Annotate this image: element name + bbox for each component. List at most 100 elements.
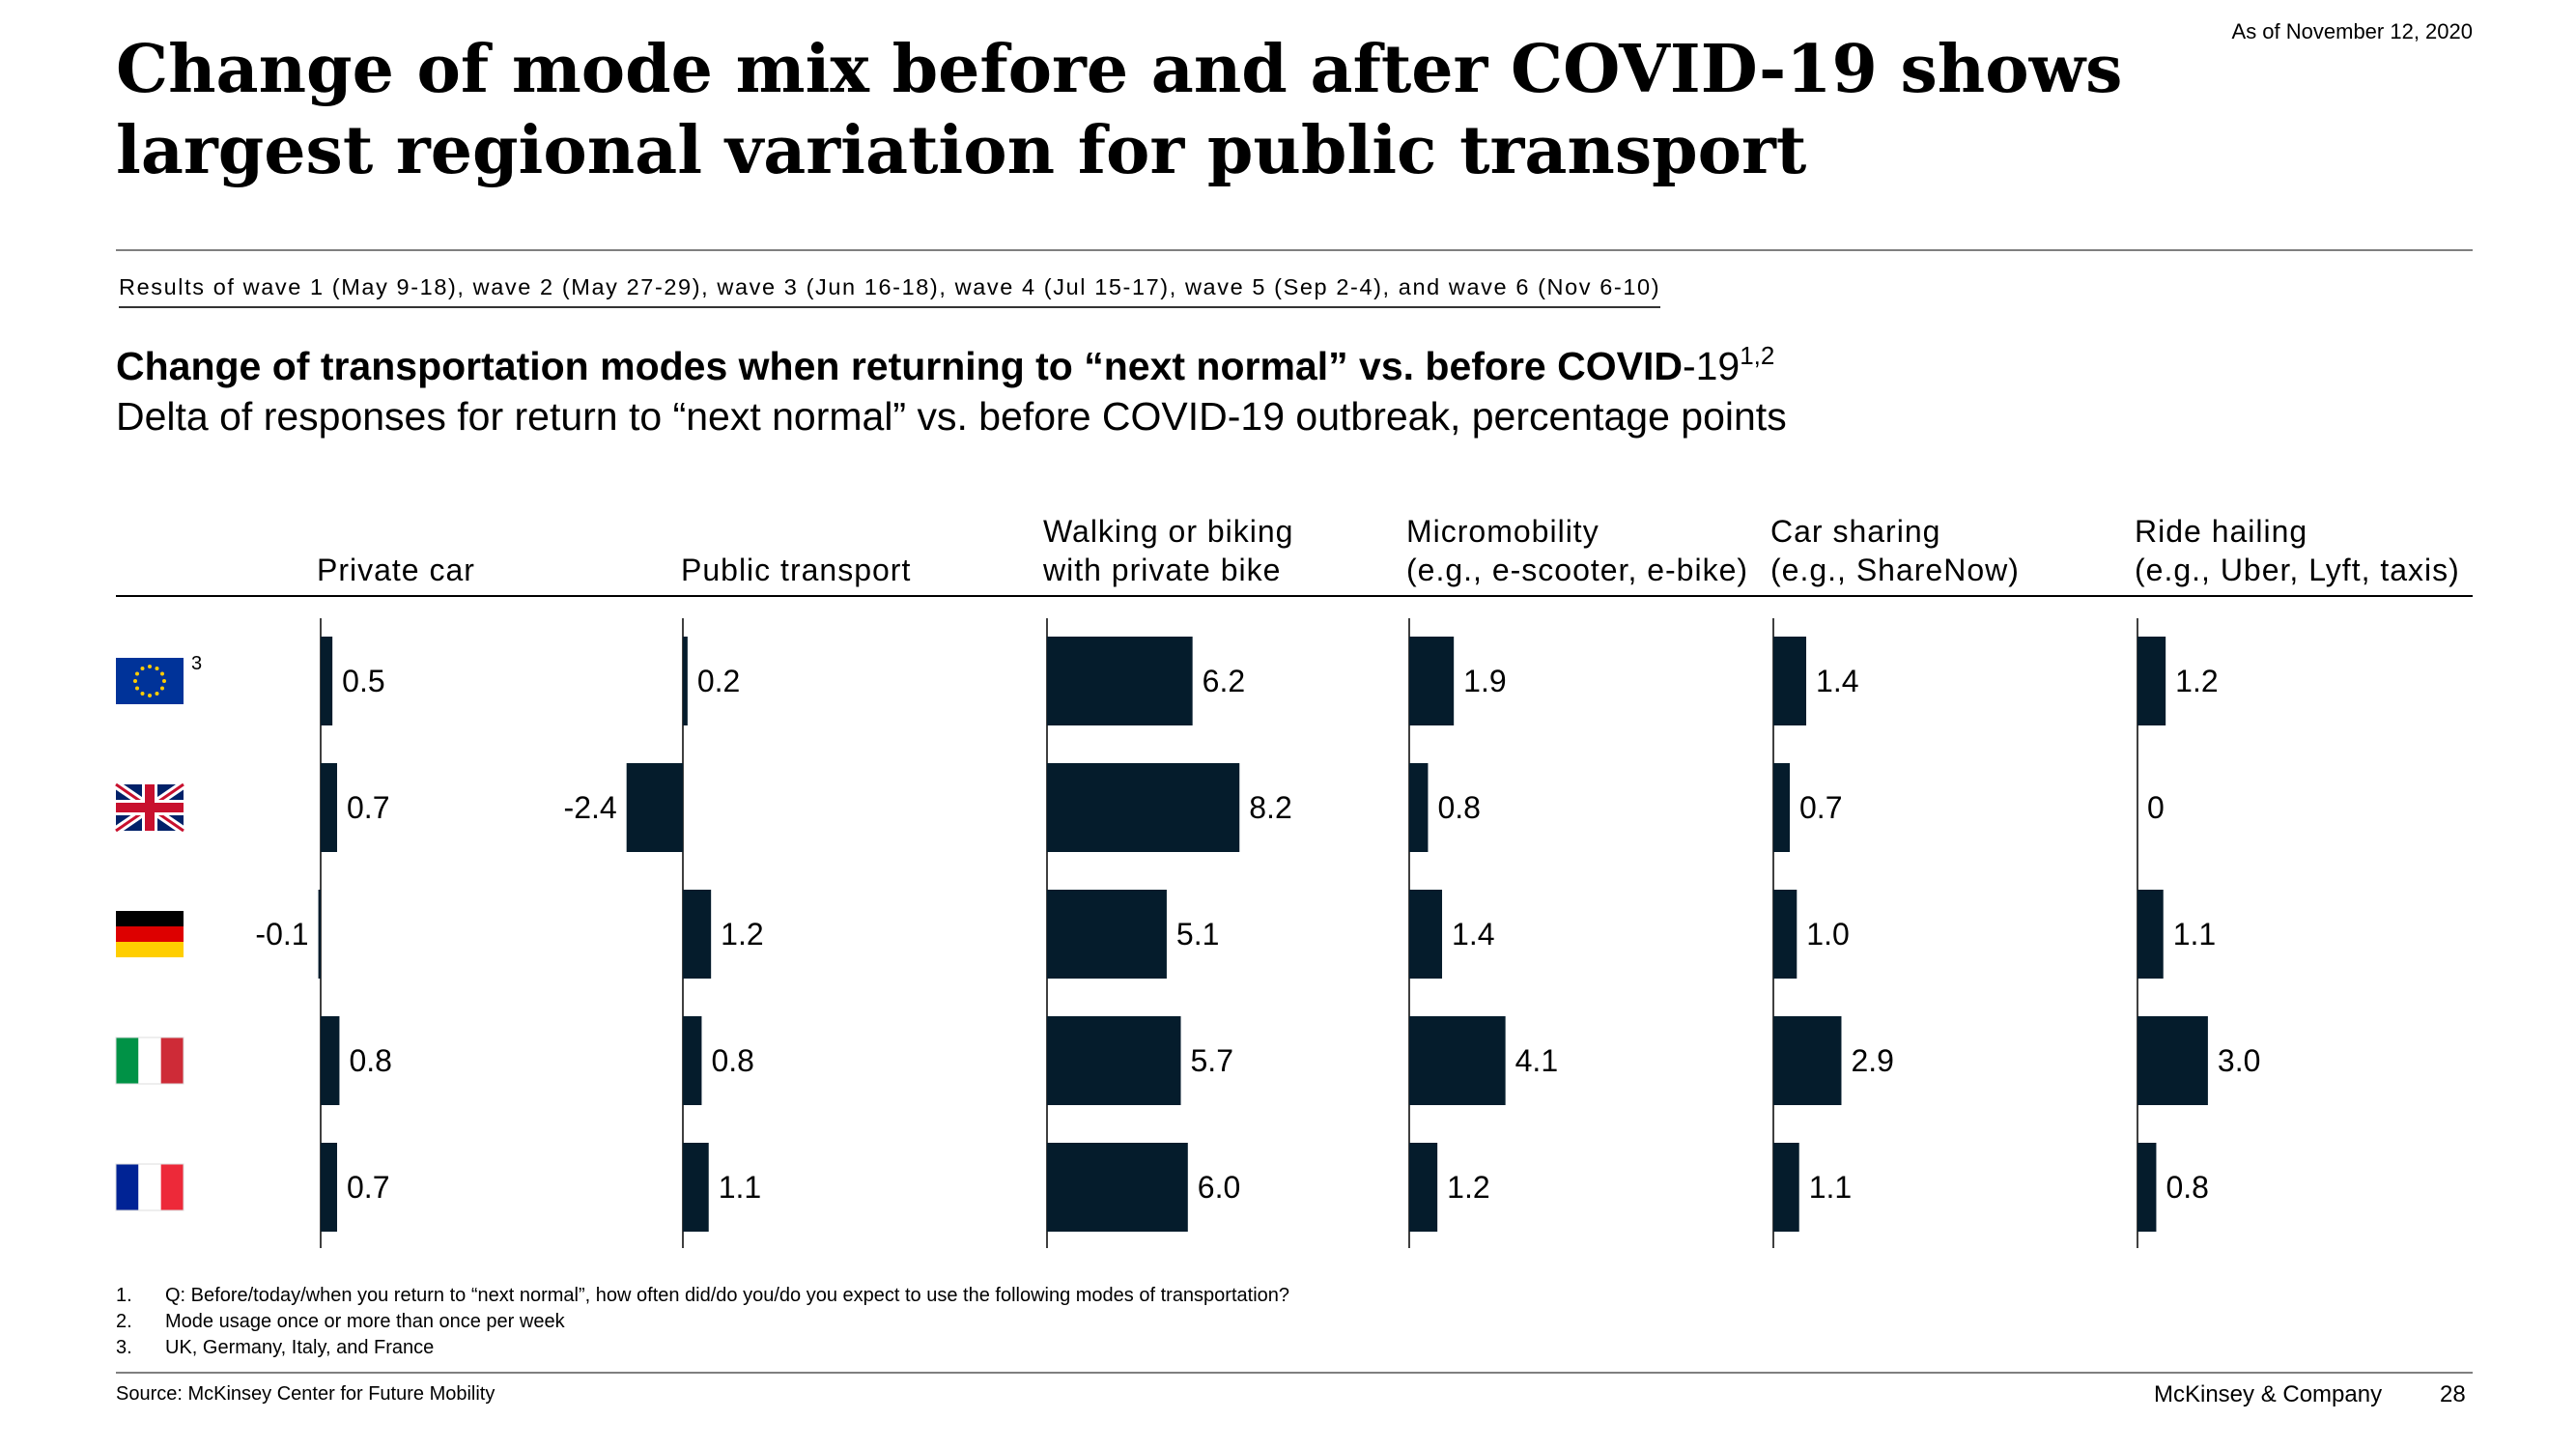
bar-value-label: 0.5 <box>342 664 384 698</box>
flag-footnote-marker: 3 <box>191 653 202 674</box>
wave-info: Results of wave 1 (May 9-18), wave 2 (Ma… <box>119 274 1661 308</box>
eu-flag-icon <box>116 658 184 704</box>
page-number: 28 <box>2440 1381 2466 1407</box>
footnote-3: 3. UK, Germany, Italy, and France <box>116 1337 434 1359</box>
bar-value-label: 0.8 <box>711 1043 753 1078</box>
bar <box>1409 637 1455 725</box>
bar-value-label: 5.7 <box>1191 1043 1233 1078</box>
footnote-number: 2. <box>116 1311 132 1332</box>
bar-value-label: 0.8 <box>349 1043 391 1078</box>
bar-value-label: 0.8 <box>1437 790 1480 825</box>
france-flag-icon <box>115 1163 184 1211</box>
bar-value-label: 1.1 <box>1809 1170 1852 1205</box>
bar <box>1773 1016 1842 1105</box>
footnote-text: UK, Germany, Italy, and France <box>165 1337 435 1358</box>
bar-value-label: 0 <box>2147 790 2165 825</box>
bar-value-label: 0.2 <box>697 664 740 698</box>
bar-value-label: 3.0 <box>2218 1043 2260 1078</box>
as-of-date: As of November 12, 2020 <box>2231 19 2473 43</box>
bar <box>1409 763 1429 852</box>
uk-flag-icon <box>113 781 186 835</box>
bar-value-label: 1.9 <box>1463 664 1506 698</box>
bar-value-label: 6.0 <box>1198 1170 1240 1205</box>
bar <box>1047 1016 1181 1105</box>
chart-title-text: Change of transportation modes when retu… <box>116 344 1683 388</box>
bar-value-label: 1.0 <box>1806 917 1849 952</box>
footnote-2: 2. Mode usage once or more than once per … <box>116 1311 565 1333</box>
bar-value-label: 0.7 <box>347 1170 389 1205</box>
bar-value-label: 8.2 <box>1249 790 1291 825</box>
column-header-line-1: Micromobility <box>1406 514 1599 549</box>
chart-title-footnote: 1,2 <box>1740 341 1775 370</box>
bar-value-label: 6.2 <box>1203 664 1245 698</box>
bar <box>683 890 712 979</box>
footnote-text: Q: Before/today/when you return to “next… <box>165 1285 1290 1306</box>
footnote-number: 3. <box>116 1337 132 1358</box>
column-header-line-2: (e.g., e-scooter, e-bike) <box>1406 553 1749 587</box>
bar-value-label: 5.1 <box>1176 917 1219 952</box>
bar <box>318 890 321 979</box>
bar <box>1409 890 1443 979</box>
bar <box>1047 1143 1188 1232</box>
column-header-line-1: Walking or biking <box>1043 514 1294 549</box>
germany-flag-icon <box>116 911 184 957</box>
footer-divider <box>116 1372 2473 1374</box>
header-divider <box>116 595 2473 597</box>
bar <box>683 637 688 725</box>
bar <box>1773 763 1791 852</box>
bar <box>2137 1016 2208 1105</box>
column-header-line-2: with private bike <box>1043 553 1282 587</box>
bar <box>683 1016 702 1105</box>
column-header-ride-hailing: Ride hailing (e.g., Uber, Lyft, taxis) <box>2135 512 2460 589</box>
bar-value-label: 1.2 <box>1447 1170 1489 1205</box>
italy-flag-icon <box>115 1037 184 1085</box>
bar <box>1047 637 1193 725</box>
footnote-number: 1. <box>116 1285 132 1306</box>
bar <box>1773 637 1807 725</box>
column-header-line-2: Private car <box>317 553 475 587</box>
column-header-line-2: Public transport <box>681 553 912 587</box>
bar <box>1047 890 1167 979</box>
bar <box>683 1143 709 1232</box>
bar-value-label: 0.7 <box>347 790 389 825</box>
column-header-walking-biking: Walking or biking with private bike <box>1043 512 1293 589</box>
column-header-line-2: (e.g., ShareNow) <box>1770 553 2020 587</box>
chart-title: Change of transportation modes when retu… <box>116 341 1774 389</box>
bar <box>626 763 683 852</box>
bar-value-label: -0.1 <box>255 917 308 952</box>
bar-value-label: 0.8 <box>2166 1170 2208 1205</box>
bar-value-label: 1.4 <box>1452 917 1494 952</box>
bar-value-label: 1.2 <box>721 917 763 952</box>
footnote-text: Mode usage once or more than once per we… <box>165 1311 565 1332</box>
column-header-private-car: Private car <box>317 512 475 589</box>
bar <box>1773 1143 1799 1232</box>
bar <box>321 1143 338 1232</box>
bar <box>1409 1143 1438 1232</box>
column-header-line-1: Ride hailing <box>2135 514 2308 549</box>
footnote-1: 1. Q: Before/today/when you return to “ne… <box>116 1285 1289 1307</box>
bar <box>1409 1016 1506 1105</box>
bar-value-label: 2.9 <box>1851 1043 1893 1078</box>
bar-value-label: 0.7 <box>1799 790 1842 825</box>
bar-value-label: 1.4 <box>1816 664 1858 698</box>
bar <box>1773 890 1798 979</box>
bar-value-label: 1.1 <box>719 1170 761 1205</box>
title-line-2: largest regional variation for public tr… <box>116 112 1807 189</box>
chart-subtitle: Delta of responses for return to “next n… <box>116 394 1787 439</box>
bar <box>1047 763 1240 852</box>
bar <box>2137 637 2166 725</box>
chart-title-tail: -19 <box>1682 344 1741 388</box>
page-title: Change of mode mix before and after COVI… <box>116 29 2241 191</box>
top-divider <box>116 249 2473 251</box>
column-header-line-2: (e.g., Uber, Lyft, taxis) <box>2135 553 2460 587</box>
bar <box>321 637 333 725</box>
title-line-1: Change of mode mix before and after COVI… <box>116 31 2123 108</box>
column-header-micromobility: Micromobility (e.g., e-scooter, e-bike) <box>1406 512 1748 589</box>
bar-value-label: 1.1 <box>2173 917 2216 952</box>
bar-value-label: 4.1 <box>1515 1043 1558 1078</box>
bar <box>2137 890 2164 979</box>
column-header-car-sharing: Car sharing (e.g., ShareNow) <box>1770 512 2020 589</box>
column-header-line-1: Car sharing <box>1770 514 1941 549</box>
bar <box>2137 1143 2157 1232</box>
